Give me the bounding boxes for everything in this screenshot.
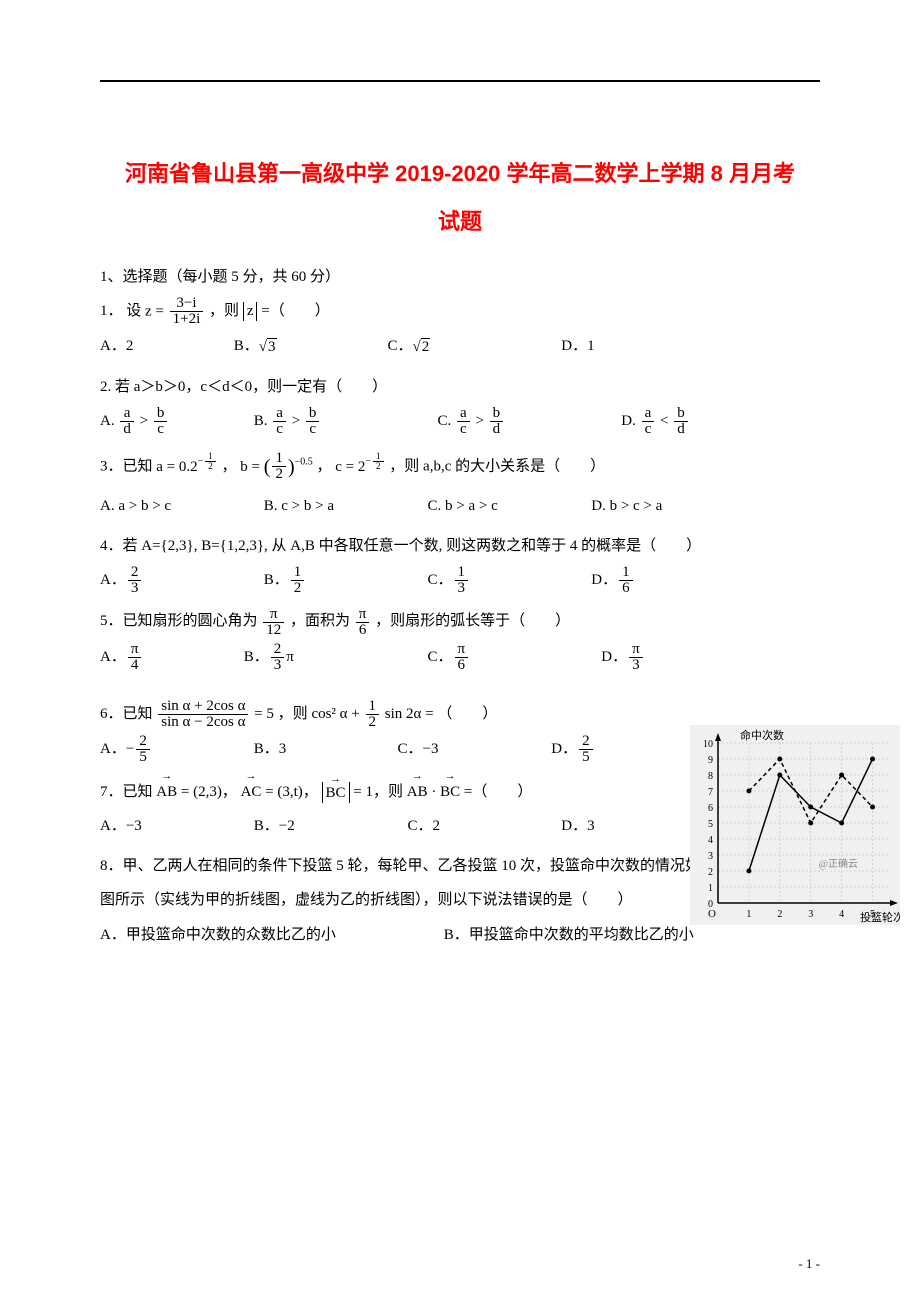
q1-frac: 3−i 1+2i — [170, 296, 204, 327]
svg-text:命中次数: 命中次数 — [740, 728, 784, 742]
q5-opt-d: D．π3 — [601, 642, 644, 673]
q6-opt-c: C．−3 — [398, 734, 548, 764]
title-line-1: 河南省鲁山县第一高级中学 2019-2020 学年高二数学上学期 8 月月考 — [100, 150, 820, 198]
svg-text:8: 8 — [708, 771, 713, 782]
q3-opt-d: D. b > c > a — [591, 491, 662, 521]
question-2: 2. 若 a＞b＞0，c＜d＜0，则一定有（ ） — [100, 372, 820, 402]
q1-opt-c: C．2 — [388, 331, 558, 362]
q1-suffix: =（ ） — [261, 303, 329, 319]
svg-text:3: 3 — [808, 909, 813, 920]
q2-opt-a: A. ad > bc — [100, 406, 250, 437]
q2-opt-d: D. ac < bd — [621, 406, 689, 437]
section-1-head: 1、选择题（每小题 5 分，共 60 分） — [100, 265, 820, 286]
q2-opt-c: C. ac > bd — [438, 406, 618, 437]
q8-opt-a: A．甲投篮命中次数的众数比乙的小 — [100, 920, 440, 950]
q5-options: A．π4 B．23π C．π6 D．π3 — [100, 642, 820, 673]
q6-opt-d: D．25 — [551, 734, 594, 765]
page-number: - 1 - — [798, 1256, 820, 1272]
exam-title: 河南省鲁山县第一高级中学 2019-2020 学年高二数学上学期 8 月月考 试… — [100, 150, 820, 247]
q2-opt-b: B. ac > bc — [254, 406, 434, 437]
question-5: 5．已知扇形的圆心角为 π12 ，面积为 π6 ，则扇形的弧长等于（ ） — [100, 606, 820, 637]
q1-options: A．2 B．3 C．2 D．1 — [100, 331, 820, 362]
header-rule — [100, 80, 820, 82]
q3-a-exp: −12 — [198, 456, 218, 467]
q7-opt-a: A．−3 — [100, 811, 250, 841]
q1-opt-b: B．3 — [234, 331, 384, 362]
q3-b-base: ( — [264, 456, 271, 478]
q1-prefix: 设 — [126, 303, 141, 319]
q1-opt-d: D．1 — [561, 331, 594, 361]
q4-opt-a: A．23 — [100, 565, 260, 596]
q4-opt-c: C．13 — [428, 565, 588, 596]
svg-text:10: 10 — [703, 739, 713, 750]
svg-text:3: 3 — [708, 851, 713, 862]
q8-opt-b: B．甲投篮命中次数的平均数比乙的小 — [444, 920, 694, 950]
q5-opt-a: A．π4 — [100, 642, 240, 673]
svg-text:投篮轮次: 投篮轮次 — [860, 910, 900, 924]
svg-text:1: 1 — [708, 883, 713, 894]
q7-opt-d: D．3 — [561, 811, 594, 841]
svg-text:5: 5 — [708, 819, 713, 830]
svg-text:6: 6 — [708, 803, 713, 814]
svg-text:7: 7 — [708, 787, 713, 798]
abs-bc: BC — [322, 782, 350, 804]
question-3: 3．已知 a = 0.2−12 ， b = (12)−0.5 ， c = 2−1… — [100, 447, 820, 487]
q5-opt-c: C．π6 — [428, 642, 598, 673]
svg-text:9: 9 — [708, 755, 713, 766]
q6-opt-b: B．3 — [254, 734, 394, 764]
q7-opt-b: B．−2 — [254, 811, 404, 841]
q4-opt-d: D．16 — [591, 565, 634, 596]
q3-opt-a: A. a > b > c — [100, 491, 260, 521]
q1-num: 1． — [100, 303, 123, 319]
q3-opt-c: C. b > a > c — [428, 491, 588, 521]
svg-text:1: 1 — [746, 909, 751, 920]
q1-opt-a: A．2 — [100, 331, 230, 361]
chart-svg: 01234567891012345O命中次数投篮轮次 — [690, 725, 900, 925]
question-1: 1． 设 z = 3−i 1+2i ，则 z =（ ） — [100, 296, 820, 327]
svg-text:4: 4 — [708, 835, 713, 846]
svg-text:2: 2 — [708, 867, 713, 878]
hit-chart: 01234567891012345O命中次数投篮轮次 @正确云 — [690, 725, 900, 925]
q3-opt-b: B. c > b > a — [264, 491, 424, 521]
q3-c-exp: −12 — [365, 456, 385, 467]
question-4: 4．若 A={2,3}, B={1,2,3}, 从 A,B 中各取任意一个数, … — [100, 531, 820, 561]
q1-abs: z — [243, 302, 258, 322]
q2-options: A. ad > bc B. ac > bc C. ac > bd D. ac <… — [100, 406, 820, 437]
vec-ac: AC — [241, 775, 262, 807]
q7-opt-c: C．2 — [408, 811, 558, 841]
title-line-2: 试题 — [100, 198, 820, 246]
q4-opt-b: B．12 — [264, 565, 424, 596]
svg-text:O: O — [708, 908, 716, 920]
svg-text:4: 4 — [839, 909, 844, 920]
q3-options: A. a > b > c B. c > b > a C. b > a > c D… — [100, 491, 820, 522]
svg-text:2: 2 — [777, 909, 782, 920]
q6-lhs: sin α + 2cos αsin α − 2cos α — [158, 699, 248, 730]
q1-z: z = — [145, 303, 168, 319]
q1-mid: ，则 — [209, 303, 239, 319]
q6-opt-a: A．−25 — [100, 734, 250, 765]
q4-options: A．23 B．12 C．13 D．16 — [100, 565, 820, 596]
chart-watermark: @正确云 — [819, 855, 858, 870]
vec-ab: AB — [156, 775, 177, 807]
q5-opt-b: B．23π — [244, 642, 424, 673]
